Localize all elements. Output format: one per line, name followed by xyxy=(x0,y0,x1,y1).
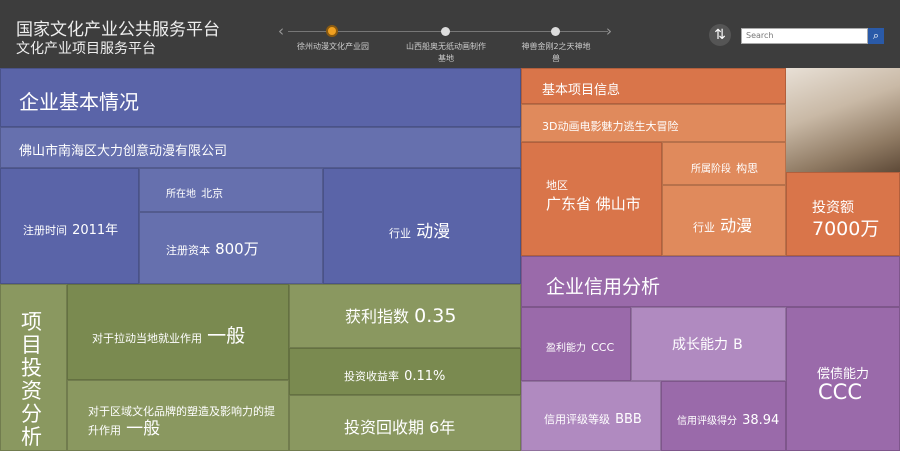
project-image xyxy=(786,68,900,172)
return-rate-value: 0.11% xyxy=(404,369,446,384)
timeline-label-3[interactable]: 神兽金刚2之天神地兽 xyxy=(521,42,591,63)
investment-heading: 项目投资分析 xyxy=(21,310,42,449)
location-value: 北京 xyxy=(201,187,224,200)
timeline-dot-2[interactable] xyxy=(441,27,450,36)
project-industry-value: 动漫 xyxy=(720,216,753,235)
swap-icon[interactable]: ⇅ xyxy=(709,24,731,46)
solvency-value: CCC xyxy=(818,380,862,404)
timeline-label-2[interactable]: 山西船奥无纸动画制作基地 xyxy=(406,42,486,63)
rating-cell: 信用评级等级 BBB xyxy=(521,381,661,451)
employment-cell: 对于拉动当地就业作用 一般 xyxy=(67,284,289,380)
credit-heading-cell: 企业信用分析 xyxy=(521,256,900,307)
profit-index-label: 获利指数 xyxy=(345,307,410,326)
project-heading-cell: 基本项目信息 xyxy=(521,68,786,104)
amount-label: 投资额 xyxy=(812,200,854,216)
profitability-value: CCC xyxy=(591,341,615,354)
location-cell: 所在地 北京 xyxy=(139,168,323,212)
region-label: 地区 xyxy=(546,179,568,192)
platform-subtitle: 文化产业项目服务平台 xyxy=(16,41,156,57)
rating-label: 信用评级等级 xyxy=(544,413,610,426)
reg-time-value: 2011年 xyxy=(72,223,119,238)
brand-cell: 对于区域文化品牌的塑造及影响力的提升作用 一般 xyxy=(67,380,289,451)
search-input[interactable]: Search xyxy=(741,28,868,44)
stage-label: 所属阶段 xyxy=(691,164,731,175)
growth-value: B xyxy=(733,337,743,353)
brand-label: 对于区域文化品牌的塑造及影响力的提升作用 xyxy=(88,405,275,437)
profit-index-cell: 获利指数 0.35 xyxy=(289,284,521,348)
profitability-label: 盈利能力 xyxy=(546,343,586,354)
return-rate-label: 投资收益率 xyxy=(344,370,399,383)
project-industry-cell: 行业 动漫 xyxy=(662,185,786,256)
profit-index-value: 0.35 xyxy=(414,305,457,327)
growth-label: 成长能力 xyxy=(672,337,728,353)
timeline-label-1[interactable]: 徐州动漫文化产业园 xyxy=(297,42,369,51)
rating-value: BBB xyxy=(615,412,642,427)
platform-title: 国家文化产业公共服务平台 xyxy=(16,20,220,40)
employment-value: 一般 xyxy=(207,325,246,347)
score-value: 38.94 xyxy=(742,413,780,428)
capital-cell: 注册资本 800万 xyxy=(139,212,323,284)
credit-heading: 企业信用分析 xyxy=(546,276,661,298)
score-label: 信用评级得分 xyxy=(677,416,737,427)
reg-time-label: 注册时间 xyxy=(23,224,67,237)
solvency-label: 偿债能力 xyxy=(817,367,870,382)
growth-cell: 成长能力 B xyxy=(631,307,786,381)
location-label: 所在地 xyxy=(166,189,196,200)
score-cell: 信用评级得分 38.94 xyxy=(661,381,786,451)
search-icon[interactable]: ⌕ xyxy=(868,28,884,44)
investment-heading-cell: 项目投资分析 xyxy=(0,284,67,451)
payback-value: 6年 xyxy=(429,418,456,437)
region-value: 广东省 佛山市 xyxy=(546,195,641,213)
stage-value: 构思 xyxy=(736,162,759,175)
capital-value: 800万 xyxy=(215,240,259,258)
reg-time-cell: 注册时间 2011年 xyxy=(0,168,139,284)
payback-cell: 投资回收期 6年 xyxy=(289,395,521,451)
stage-cell: 所属阶段 构思 xyxy=(662,142,786,185)
return-rate-cell: 投资收益率 0.11% xyxy=(289,348,521,395)
timeline-next-icon[interactable]: › xyxy=(606,22,612,40)
enterprise-industry-label: 行业 xyxy=(389,227,411,240)
project-industry-label: 行业 xyxy=(693,221,715,234)
solvency-cell: 偿债能力 CCC xyxy=(786,307,900,451)
project-name-cell: 3D动画电影魅力逃生大冒险 xyxy=(521,104,786,142)
project-heading: 基本项目信息 xyxy=(542,83,621,98)
enterprise-heading-cell: 企业基本情况 xyxy=(0,68,521,127)
profitability-cell: 盈利能力 CCC xyxy=(521,307,631,381)
amount-cell: 投资额 7000万 xyxy=(786,172,900,256)
project-name: 3D动画电影魅力逃生大冒险 xyxy=(542,120,679,133)
timeline-dot-3[interactable] xyxy=(551,27,560,36)
brand-value: 一般 xyxy=(126,419,161,439)
enterprise-heading: 企业基本情况 xyxy=(19,90,139,114)
payback-label: 投资回收期 xyxy=(344,418,425,437)
region-cell: 地区 广东省 佛山市 xyxy=(521,142,662,256)
capital-label: 注册资本 xyxy=(166,244,210,257)
company-name-cell: 佛山市南海区大力创意动漫有限公司 xyxy=(0,127,521,168)
timeline-prev-icon[interactable]: ‹ xyxy=(278,22,284,40)
company-name: 佛山市南海区大力创意动漫有限公司 xyxy=(19,144,228,159)
enterprise-industry-cell: 行业 动漫 xyxy=(323,168,521,284)
employment-label: 对于拉动当地就业作用 xyxy=(92,332,202,345)
timeline-dot-1[interactable] xyxy=(326,25,338,37)
amount-value: 7000万 xyxy=(812,218,880,240)
enterprise-industry-value: 动漫 xyxy=(416,222,451,242)
